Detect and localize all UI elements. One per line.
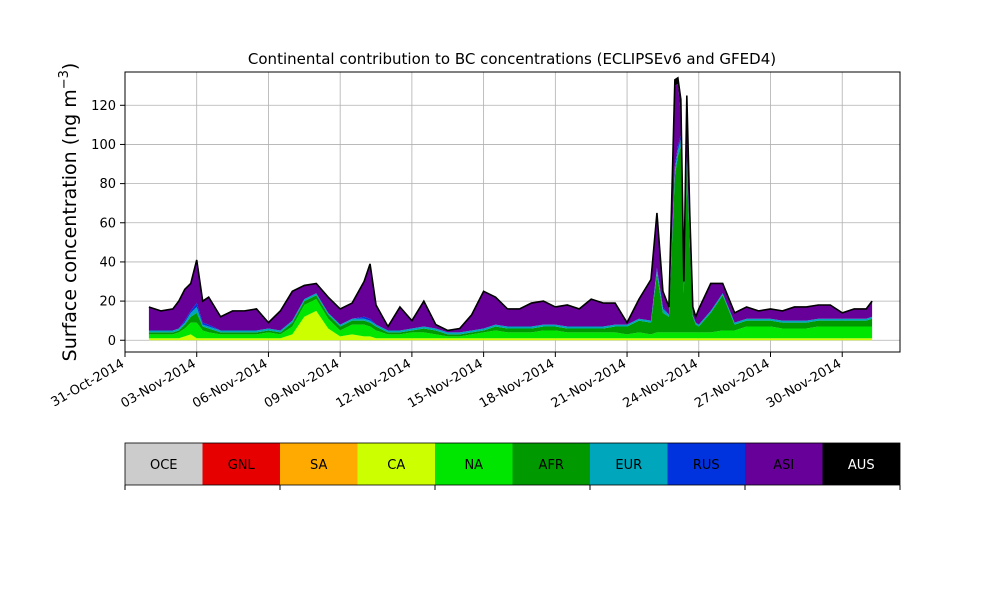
legend-swatch-oce (125, 443, 203, 485)
legend-label-ca: CA (387, 458, 405, 473)
area-na (148, 299, 873, 339)
legend-swatch-ca (357, 443, 435, 485)
total-concentration-line (148, 76, 873, 332)
y-tick-label: 20 (99, 295, 116, 310)
legend-label-rus: RUS (693, 458, 720, 473)
y-tick-label: 120 (91, 99, 116, 114)
area-afr (148, 146, 873, 337)
legend-label-aus: AUS (848, 458, 875, 473)
legend-label-asi: ASI (773, 458, 794, 473)
y-tick-label: 60 (99, 216, 116, 231)
y-tick-label: 100 (91, 138, 116, 153)
chart-title: Continental contribution to BC concentra… (248, 50, 776, 68)
y-axis-label: Surface concentration (ng m−3) (57, 63, 81, 362)
legend-label-gnl: GNL (228, 458, 256, 473)
legend-swatch-sa (280, 443, 358, 485)
legend-label-sa: SA (310, 458, 327, 473)
legend-label-afr: AFR (539, 458, 564, 473)
y-tick-label: 80 (99, 177, 116, 192)
y-tick-label: 0 (108, 334, 116, 349)
y-axis: 0 20 40 60 80 100 120 (91, 99, 125, 349)
legend-swatch-gnl (202, 443, 280, 485)
area-ca (148, 310, 873, 341)
legend-colorbar: OCE GNL SA CA NA AFR EUR RUS ASI AUS (124, 442, 901, 490)
legend-swatch-rus (667, 443, 745, 485)
y-tick-label: 40 (99, 255, 116, 270)
y-axis-label-close: ) (59, 63, 81, 70)
legend-swatch-na (435, 443, 513, 485)
y-axis-label-text: Surface concentration (ng m (59, 89, 81, 361)
legend-swatch-asi (745, 443, 823, 485)
legend-label-eur: EUR (615, 458, 642, 473)
legend-swatch-afr (512, 443, 590, 485)
legend-frame (124, 442, 901, 486)
legend-swatch-eur (590, 443, 668, 485)
legend-label-oce: OCE (150, 458, 178, 473)
y-axis-label-exponent: −3 (57, 70, 72, 89)
legend-swatch-aus (822, 443, 900, 485)
plot-frame (124, 71, 901, 353)
legend-label-na: NA (464, 458, 483, 473)
